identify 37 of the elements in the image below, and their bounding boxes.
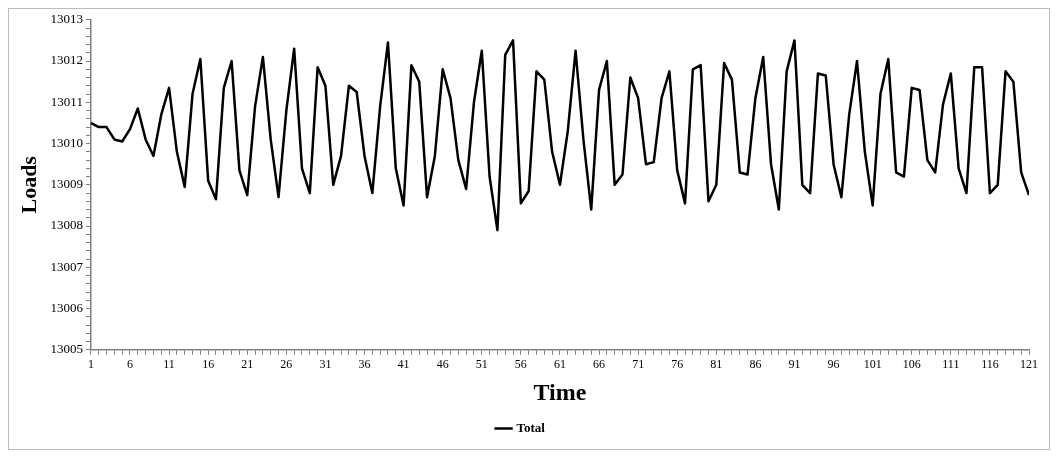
x-tick-label: 36 bbox=[358, 357, 371, 372]
y-tick-label: 13010 bbox=[50, 134, 83, 150]
x-tick-label: 21 bbox=[241, 357, 254, 372]
x-tick-label: 91 bbox=[788, 357, 801, 372]
x-tick-label: 76 bbox=[671, 357, 684, 372]
x-tick-label: 116 bbox=[981, 357, 999, 372]
x-tick-label: 56 bbox=[514, 357, 527, 372]
y-tick-label: 13008 bbox=[50, 217, 83, 233]
x-tick-label: 41 bbox=[397, 357, 410, 372]
x-tick-label: 111 bbox=[942, 357, 960, 372]
y-tick-label: 13006 bbox=[50, 299, 84, 315]
x-tick-label: 51 bbox=[475, 357, 488, 372]
x-tick-label: 6 bbox=[126, 357, 133, 372]
x-tick-label: 121 bbox=[1020, 357, 1038, 372]
x-tick-label: 66 bbox=[593, 357, 606, 372]
x-tick-label: 11 bbox=[163, 357, 175, 372]
x-axis-title: Time bbox=[533, 378, 587, 405]
x-tick-label: 101 bbox=[863, 357, 882, 372]
x-tick-label: 26 bbox=[280, 357, 293, 372]
y-tick-label: 13013 bbox=[50, 11, 83, 27]
y-tick-label: 13011 bbox=[50, 93, 83, 109]
x-tick-label: 81 bbox=[710, 357, 723, 372]
x-tick-label: 1 bbox=[87, 357, 94, 372]
x-tick-label: 106 bbox=[902, 357, 921, 372]
y-tick-label: 13012 bbox=[50, 52, 83, 68]
x-tick-label: 61 bbox=[553, 357, 566, 372]
y-axis-title: Loads bbox=[15, 155, 41, 214]
x-tick-label: 71 bbox=[632, 357, 645, 372]
x-tick-label: 96 bbox=[827, 357, 840, 372]
y-tick-label: 13009 bbox=[50, 176, 83, 192]
x-tick-label: 16 bbox=[202, 357, 215, 372]
x-tick-label: 86 bbox=[749, 357, 762, 372]
x-tick-label: 31 bbox=[319, 357, 332, 372]
legend-label: Total bbox=[516, 419, 546, 435]
y-tick-label: 13007 bbox=[50, 258, 84, 274]
x-tick-label: 46 bbox=[436, 357, 449, 372]
y-tick-label: 13005 bbox=[50, 341, 83, 357]
